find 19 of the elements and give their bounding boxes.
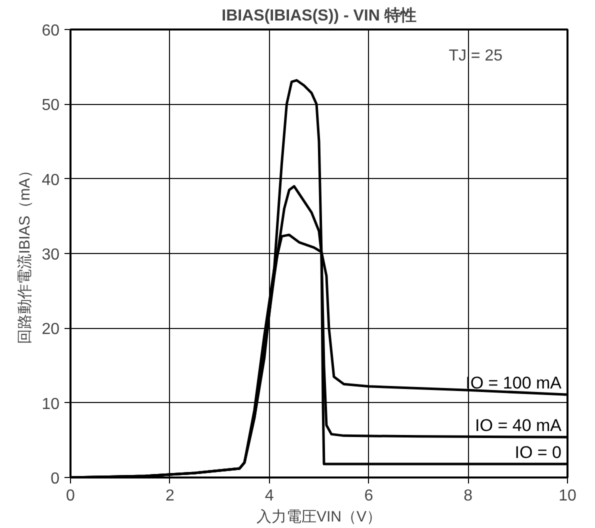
- y-tick-label: 0: [50, 470, 60, 488]
- x-tick-label: 4: [264, 488, 274, 504]
- y-tick-label: 60: [42, 22, 60, 40]
- annotation: TJ = 25: [448, 48, 503, 64]
- chart-title: IBIAS(IBIAS(S)) - VIN 特性: [222, 6, 416, 24]
- x-tick-label: 0: [66, 488, 76, 504]
- x-tick-label: 10: [558, 488, 576, 504]
- series-label: IO = 0: [514, 443, 562, 462]
- y-tick-label: 10: [42, 396, 60, 413]
- series-label: IO = 40 mA: [475, 416, 562, 436]
- y-axis-title: 回路動作電流IBIAS（mA）: [16, 163, 34, 344]
- x-tick-label: 6: [364, 488, 374, 504]
- x-tick-label: 2: [165, 488, 174, 504]
- y-tick-label: 30: [42, 246, 60, 264]
- y-tick-label: 20: [42, 321, 60, 338]
- x-axis-title: 入力電圧VIN（V）: [256, 508, 382, 526]
- y-tick-label: 40: [42, 172, 60, 189]
- x-tick-label: 8: [464, 488, 473, 504]
- y-tick-label: 50: [42, 97, 60, 114]
